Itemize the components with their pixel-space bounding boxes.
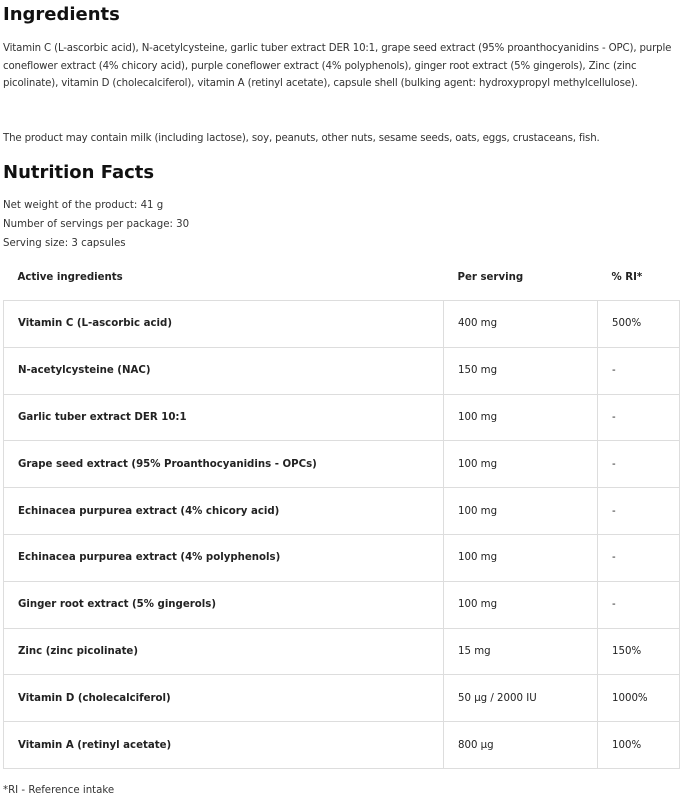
per-serving-value: 15 mg	[443, 627, 598, 676]
ingredients-text: Vitamin C (L-ascorbic acid), N-acetylcys…	[3, 43, 672, 89]
ri-value: 100%	[597, 721, 680, 769]
table-row: Zinc (zinc picolinate) 15 mg 150%	[3, 627, 680, 676]
ri-value: -	[597, 533, 680, 582]
ingredient-name: Vitamin D (cholecalciferol)	[3, 674, 444, 723]
ri-value: 1000%	[597, 674, 680, 723]
per-serving-value: 100 mg	[443, 533, 598, 582]
ingredients-heading: Ingredients	[3, 4, 120, 25]
table-row: Garlic tuber extract DER 10:1 100 mg -	[3, 393, 680, 442]
allergens-text: The product may contain milk (including …	[3, 133, 600, 144]
ri-value: 500%	[597, 300, 680, 348]
table-row: Grape seed extract (95% Proanthocyanidin…	[3, 440, 680, 489]
nutrition-heading: Nutrition Facts	[3, 162, 155, 183]
ingredient-name: Zinc (zinc picolinate)	[3, 627, 444, 676]
table-row: Vitamin A (retinyl acetate) 800 µg 100%	[3, 721, 680, 769]
ingredient-name: Grape seed extract (95% Proanthocyanidin…	[3, 440, 444, 489]
per-serving-value: 50 µg / 2000 IU	[443, 674, 598, 723]
table-row: Vitamin D (cholecalciferol) 50 µg / 2000 …	[3, 674, 680, 723]
net-weight: Net weight of the product: 41 g	[3, 200, 164, 211]
ingredient-name: Echinacea purpurea extract (4% polypheno…	[3, 533, 444, 582]
ingredient-name: Garlic tuber extract DER 10:1	[3, 393, 444, 442]
ingredient-name: Ginger root extract (5% gingerols)	[3, 580, 444, 629]
ingredient-name: N-acetylcysteine (NAC)	[3, 346, 444, 395]
nutrition-table: Active ingredients Per serving % RI* Vit…	[3, 254, 680, 769]
ingredient-name: Vitamin A (retinyl acetate)	[3, 721, 444, 769]
ingredient-name: Vitamin C (L-ascorbic acid)	[3, 300, 444, 348]
table-header-row: Active ingredients Per serving % RI*	[4, 254, 680, 301]
table-row: Ginger root extract (5% gingerols) 100 mg…	[3, 580, 680, 629]
table-row: Vitamin C (L-ascorbic acid) 400 mg 500%	[3, 300, 680, 348]
header-ri: % RI*	[611, 271, 643, 283]
ri-value: -	[597, 487, 680, 535]
per-serving-value: 100 mg	[443, 440, 598, 489]
per-serving-value: 100 mg	[443, 487, 598, 535]
per-serving-value: 400 mg	[443, 300, 598, 348]
ingredient-name: Echinacea purpurea extract (4% chicory a…	[3, 487, 444, 535]
per-serving-value: 100 mg	[443, 393, 598, 442]
ri-value: -	[597, 440, 680, 489]
per-serving-value: 150 mg	[443, 346, 598, 395]
ri-value: -	[597, 393, 680, 442]
header-active-ingredients: Active ingredients	[17, 271, 123, 283]
footnote: *RI - Reference intake	[3, 785, 115, 796]
ri-value: -	[597, 580, 680, 629]
ri-value: -	[597, 346, 680, 395]
per-serving-value: 100 mg	[443, 580, 598, 629]
table-row: Echinacea purpurea extract (4% polypheno…	[3, 533, 680, 582]
table-row: N-acetylcysteine (NAC) 150 mg -	[3, 346, 680, 395]
table-row: Echinacea purpurea extract (4% chicory a…	[3, 487, 680, 535]
ri-value: 150%	[597, 627, 680, 676]
header-per-serving: Per serving	[457, 271, 524, 283]
serving-size: Serving size: 3 capsules	[3, 238, 126, 249]
per-serving-value: 800 µg	[443, 721, 598, 769]
servings-per-package: Number of servings per package: 30	[3, 219, 190, 230]
